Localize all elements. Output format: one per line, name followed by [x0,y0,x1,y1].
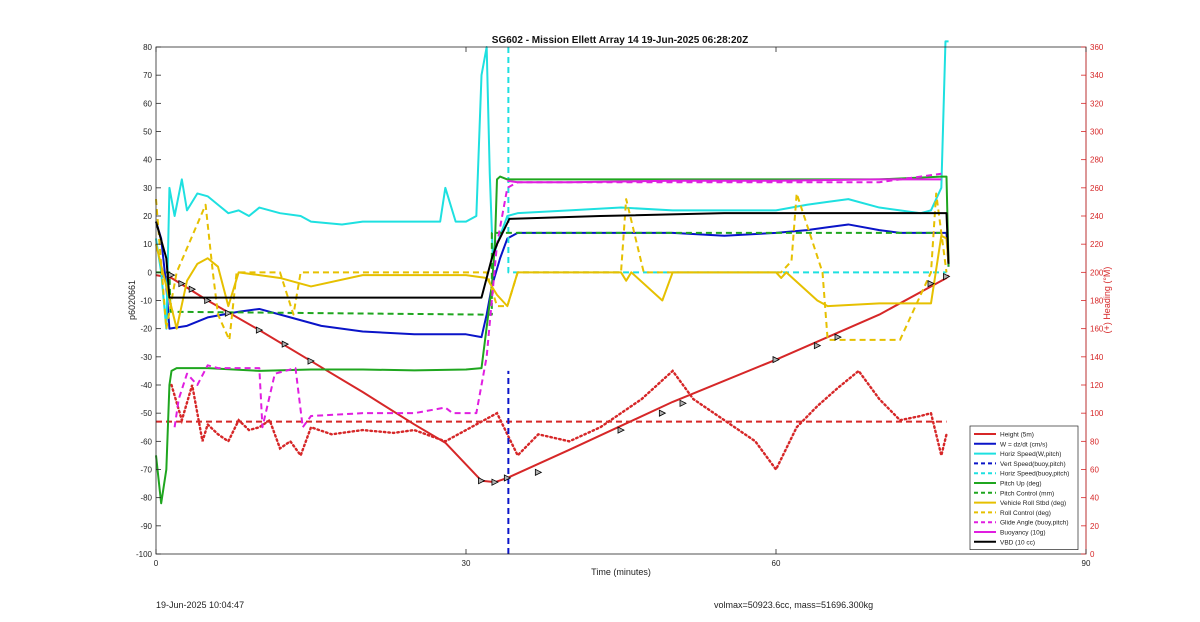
y-tick-label: -30 [140,353,152,362]
legend-entry: Roll Control (deg) [1000,510,1051,517]
height-marker [813,341,822,350]
legend-entry: Pitch Control (mm) [1000,490,1054,497]
series-horiz-speed-buoy-pitch [507,47,947,274]
x-tick-label: 30 [462,559,471,568]
height-marker [188,285,197,293]
y-right-tick-label: 20 [1090,522,1099,531]
y-right-tick-label: 140 [1090,353,1104,362]
y-tick-label: 0 [148,268,153,277]
height-marker [834,333,842,341]
height-marker [658,409,667,417]
height-marker [943,272,951,281]
y-right-tick-label: 180 [1090,297,1104,306]
plot-area [156,47,1086,554]
y-right-tick-label: 260 [1090,184,1104,193]
series-vehicle-roll-stbd-deg [155,234,950,330]
height-marker [679,399,687,407]
y-right-tick-label: 0 [1090,550,1095,559]
series-roll-control-deg [155,192,948,341]
y-tick-label: -70 [140,466,152,475]
y-right-tick-label: 80 [1090,437,1099,446]
legend-entry: Vehicle Roll Stbd (deg) [1000,500,1066,507]
height-marker [204,296,212,305]
series-horiz-speed-w-pitch [155,40,949,330]
x-tick-label: 60 [772,559,781,568]
y-axis-label: p6020661 [127,280,137,320]
y-tick-label: -90 [140,522,152,531]
legend-entry: Pitch Up (deg) [1000,481,1042,488]
series-pitch-up-deg [155,175,950,505]
y-tick-label: -50 [140,409,152,418]
y-right-tick-label: 360 [1090,43,1104,52]
mass-footer: volmax=50923.6cc, mass=51696.300kg [714,600,874,610]
height-marker [281,340,290,348]
height-marker [255,326,264,334]
legend-box [969,425,1079,550]
height-marker [534,468,543,476]
y-tick-label: 10 [143,240,152,249]
legend-entry: Buoyancy (10g) [1000,530,1046,537]
y-tick-label: -40 [140,381,152,390]
x-tick-label: 0 [154,559,159,568]
y-right-tick-label: 340 [1090,71,1104,80]
y-right-tick-label: 40 [1090,494,1099,503]
series-buoyancy-10g [507,178,942,184]
y-tick-label: 70 [143,71,152,80]
legend-entry: Vert Speed(buoy,pitch) [1000,461,1066,468]
y-right-tick-label: 120 [1090,381,1104,390]
y-tick-label: 40 [143,156,152,165]
y-right-tick-label: 220 [1090,240,1104,249]
legend-entry: W = dz/dt (cm/s) [1000,441,1048,448]
legend-entry: VBD (10 cc) [1000,539,1035,546]
y-tick-label: -80 [140,494,152,503]
y-right-tick-label: 160 [1090,325,1104,334]
y-right-tick-label: 300 [1090,128,1104,137]
height-marker [772,356,780,364]
height-marker [224,309,233,317]
y-tick-label: -60 [140,437,152,446]
height-marker [491,478,499,486]
mission-chart: SG602 - Mission Ellett Array 14 19-Jun-2… [127,35,1112,577]
x-axis-label: Time (minutes) [591,567,651,577]
y-right-tick-label: 200 [1090,268,1104,277]
legend-entry: Horiz Speed(W,pitch) [1000,451,1061,458]
height-marker [178,279,186,288]
legend: Height (5m) W = dz/dt (cm/s) Horiz Speed(W… [969,425,1079,550]
y-right-tick-label: 60 [1090,466,1099,475]
series-w-dz-dt-cm-s [155,221,950,339]
y-tick-label: 80 [143,43,152,52]
height-marker [307,357,315,365]
y-tick-label: -100 [136,550,153,559]
y-tick-label: 30 [143,184,152,193]
series-heading [170,369,948,472]
series-layer [155,40,951,554]
axes-layer: -100-90-80-70-60-50-40-30-20-10010203040… [136,43,1104,568]
height-marker [168,271,176,279]
y-right-tick-label: 320 [1090,99,1104,108]
y-tick-label: 60 [143,99,152,108]
height-marker [617,426,625,434]
y-tick-label: 20 [143,212,152,221]
legend-entry: Height (5m) [1000,432,1034,439]
height-marker [478,477,486,485]
y-right-tick-label: 240 [1090,212,1104,221]
y-axis-right-label: (+) Heading (°M) [1102,267,1112,334]
timestamp-footer: 19-Jun-2025 10:04:47 [156,600,245,610]
height-marker [927,279,935,288]
chart-title: SG602 - Mission Ellett Array 14 19-Jun-2… [492,35,748,46]
x-tick-label: 90 [1082,559,1091,568]
y-right-tick-label: 100 [1090,409,1104,418]
y-right-tick-label: 280 [1090,156,1104,165]
y-tick-label: -10 [140,297,152,306]
y-tick-label: -20 [140,325,152,334]
y-tick-label: 50 [143,128,152,137]
legend-entry: Glide Angle (buoy,pitch) [1000,520,1069,527]
series-vbd-10-cc [155,212,950,299]
legend-entry: Horiz Speed(buoy,pitch) [1000,471,1069,478]
height-marker [503,474,512,482]
